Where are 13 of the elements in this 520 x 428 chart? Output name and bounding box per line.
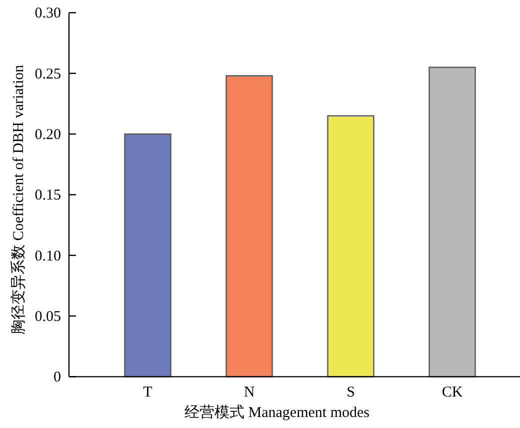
y-tick-label: 0.05 — [34, 309, 61, 326]
x-tick-label: CK — [442, 384, 463, 401]
y-tick-label: 0 — [54, 370, 61, 386]
y-tick-label: 0.15 — [34, 188, 61, 204]
x-tick-label: N — [244, 384, 255, 401]
x-axis-title: 经营模式 Management modes — [184, 404, 370, 421]
y-axis-title: 胸径变异系数 Coefficient of DBH variation — [10, 64, 27, 335]
x-tick-label: T — [143, 384, 152, 401]
y-tick-label: 0.25 — [34, 66, 61, 82]
x-tick-label: S — [346, 384, 355, 401]
y-tick-label: 0.30 — [34, 6, 61, 22]
y-tick-label: 0.20 — [34, 127, 61, 144]
y-tick-label: 0.10 — [34, 248, 61, 264]
